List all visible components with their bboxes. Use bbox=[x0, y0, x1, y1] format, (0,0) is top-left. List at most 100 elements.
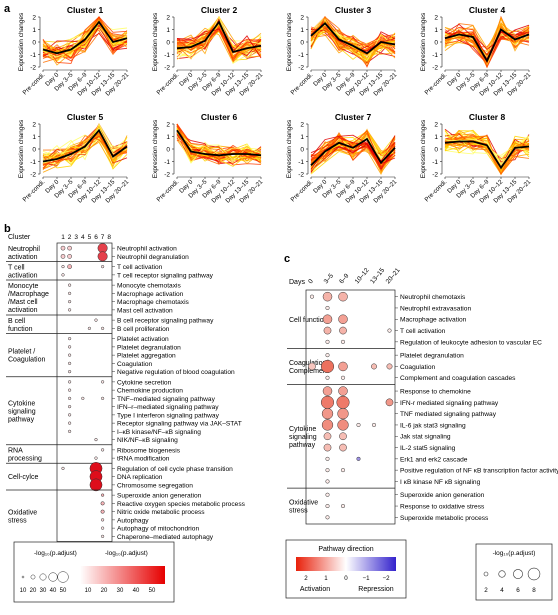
group-label: Complement bbox=[289, 368, 329, 375]
enrichment-dot bbox=[68, 429, 72, 433]
member-profile-line bbox=[176, 28, 262, 59]
y-tick-label: -2 bbox=[298, 64, 304, 71]
group-label: function bbox=[8, 326, 33, 333]
direction-dot bbox=[340, 504, 346, 509]
group-label: T cell bbox=[8, 264, 25, 271]
legend-size-circle bbox=[57, 571, 69, 583]
direction-dot bbox=[340, 375, 346, 380]
y-axis-label: Expression changes bbox=[152, 12, 159, 71]
direction-dot bbox=[338, 314, 348, 324]
mean-line bbox=[42, 20, 128, 55]
panel-b-label: b bbox=[4, 223, 11, 235]
group-label: Cytokine bbox=[289, 426, 316, 433]
y-axis-label: Expression changes bbox=[286, 119, 293, 178]
term-label: NIK/NF–κB signaling bbox=[117, 437, 178, 444]
y-tick-label: -1 bbox=[164, 159, 170, 166]
y-tick-label: 1 bbox=[166, 134, 170, 141]
x-tick-label: Pre-condi. bbox=[22, 71, 47, 96]
y-tick-label: 2 bbox=[32, 14, 36, 21]
term-label: Macrophage activation bbox=[400, 317, 467, 324]
member-profile-line bbox=[176, 15, 262, 59]
cluster-chart: Cluster 8 2 1 0 -1 -2 Expression changesPre-co… bbox=[420, 112, 533, 205]
term-label: Type I interferon signaling pathway bbox=[117, 412, 220, 419]
y-tick-label: -2 bbox=[30, 171, 36, 178]
group-label: RNA bbox=[8, 448, 23, 455]
enrichment-dot bbox=[89, 478, 103, 492]
y-tick-label: 0 bbox=[434, 39, 438, 46]
y-tick-label: -1 bbox=[164, 52, 170, 59]
enrichment-dot bbox=[101, 526, 105, 530]
mean-line bbox=[310, 137, 396, 166]
y-axis-label: Expression changes bbox=[152, 119, 159, 178]
y-tick-label: -1 bbox=[30, 159, 36, 166]
term-label: IFN-r mediated signaling pathway bbox=[400, 400, 499, 407]
legend-activation-label: Activation bbox=[300, 586, 330, 593]
direction-dot bbox=[338, 361, 348, 372]
y-tick-label: -1 bbox=[30, 52, 36, 59]
member-profile-line bbox=[42, 134, 128, 163]
panel-b-legend: -log₁₀(p.adjust)10 20 30 40 50-log₁₀(p.adjus… bbox=[13, 541, 175, 603]
group-label: /Mast cell bbox=[8, 299, 38, 306]
direction-dot bbox=[325, 375, 330, 380]
group-label: activation bbox=[8, 307, 38, 314]
term-label: Response to chemokine bbox=[400, 388, 471, 395]
y-tick-label: 2 bbox=[32, 121, 36, 128]
y-tick-label: 1 bbox=[166, 27, 170, 34]
group-label: signaling bbox=[8, 408, 36, 415]
panel-b: Cluster 1 2 3 4 5 6 7 8NeutrophilactivationNeutr… bbox=[6, 234, 246, 603]
member-profile-line bbox=[310, 129, 396, 171]
y-tick-label: 2 bbox=[166, 121, 170, 128]
enrichment-dot bbox=[67, 245, 72, 251]
enrichment-dot bbox=[94, 456, 98, 460]
cluster-column-label: 1 bbox=[61, 234, 65, 241]
y-tick-label: -2 bbox=[298, 171, 304, 178]
term-label: IL-2 stat5 signaling bbox=[400, 445, 456, 452]
enrichment-dot bbox=[68, 421, 72, 425]
group-label: Cytokine bbox=[8, 400, 35, 407]
term-label: Ribosome biogenesis bbox=[117, 447, 181, 454]
y-tick-label: -2 bbox=[30, 64, 36, 71]
direction-dot bbox=[321, 419, 334, 431]
member-profile-line bbox=[176, 17, 262, 57]
direction-dot bbox=[320, 395, 335, 409]
y-tick-label: 0 bbox=[434, 146, 438, 153]
enrichment-dot bbox=[101, 448, 105, 452]
term-label: TNF mediated signaling pathway bbox=[400, 411, 497, 418]
direction-dot bbox=[322, 291, 333, 302]
term-label: IFN–r–mediated signaling pathway bbox=[117, 404, 219, 411]
dot-matrix-frame bbox=[56, 242, 113, 542]
legend-color-value: 10 bbox=[85, 588, 92, 594]
group-label: Monocyte bbox=[8, 283, 38, 290]
day-column-label: 3–5 bbox=[323, 272, 336, 285]
member-profile-line bbox=[42, 16, 128, 64]
legend-frame bbox=[475, 543, 553, 601]
legend-size-value: 50 bbox=[60, 588, 67, 594]
direction-dot bbox=[325, 515, 330, 520]
term-label: Platelet degranulation bbox=[117, 344, 181, 351]
days-axis-label: Days bbox=[289, 279, 305, 286]
y-tick-label: -2 bbox=[432, 171, 438, 178]
term-label: Platelet aggregation bbox=[117, 353, 176, 360]
term-label: Monocyte chemotaxis bbox=[117, 283, 181, 290]
member-profile-line bbox=[176, 133, 262, 159]
direction-dot bbox=[322, 386, 333, 396]
group-label: activation bbox=[8, 272, 38, 279]
y-tick-label: -1 bbox=[298, 52, 304, 59]
day-column-label: 13–15 bbox=[369, 267, 386, 286]
cluster-chart: Cluster 6 2 1 0 -1 -2 Expression changesPre-co… bbox=[152, 112, 265, 205]
enrichment-dot bbox=[68, 388, 72, 392]
legend-color-bar bbox=[80, 566, 165, 584]
term-label: Superoxide anion generation bbox=[400, 492, 485, 499]
direction-dot bbox=[308, 362, 316, 371]
group-label: Oxidative bbox=[8, 509, 37, 516]
term-label: Regulation of leukocyte adhesion to vasc… bbox=[400, 339, 542, 346]
enrichment-dot bbox=[101, 326, 105, 330]
member-profile-line bbox=[42, 21, 128, 53]
member-profile-line bbox=[176, 125, 262, 163]
term-label: B cell receptor signaling pathway bbox=[117, 318, 214, 325]
panel-c-size-legend: -log₁₀(p.adjust) 2 4 6 8 bbox=[475, 543, 553, 601]
term-label: Superoxide anion generation bbox=[117, 493, 202, 500]
direction-dot bbox=[336, 395, 350, 409]
legend-size-circle bbox=[30, 574, 36, 580]
group-label: Cell function bbox=[289, 317, 328, 324]
